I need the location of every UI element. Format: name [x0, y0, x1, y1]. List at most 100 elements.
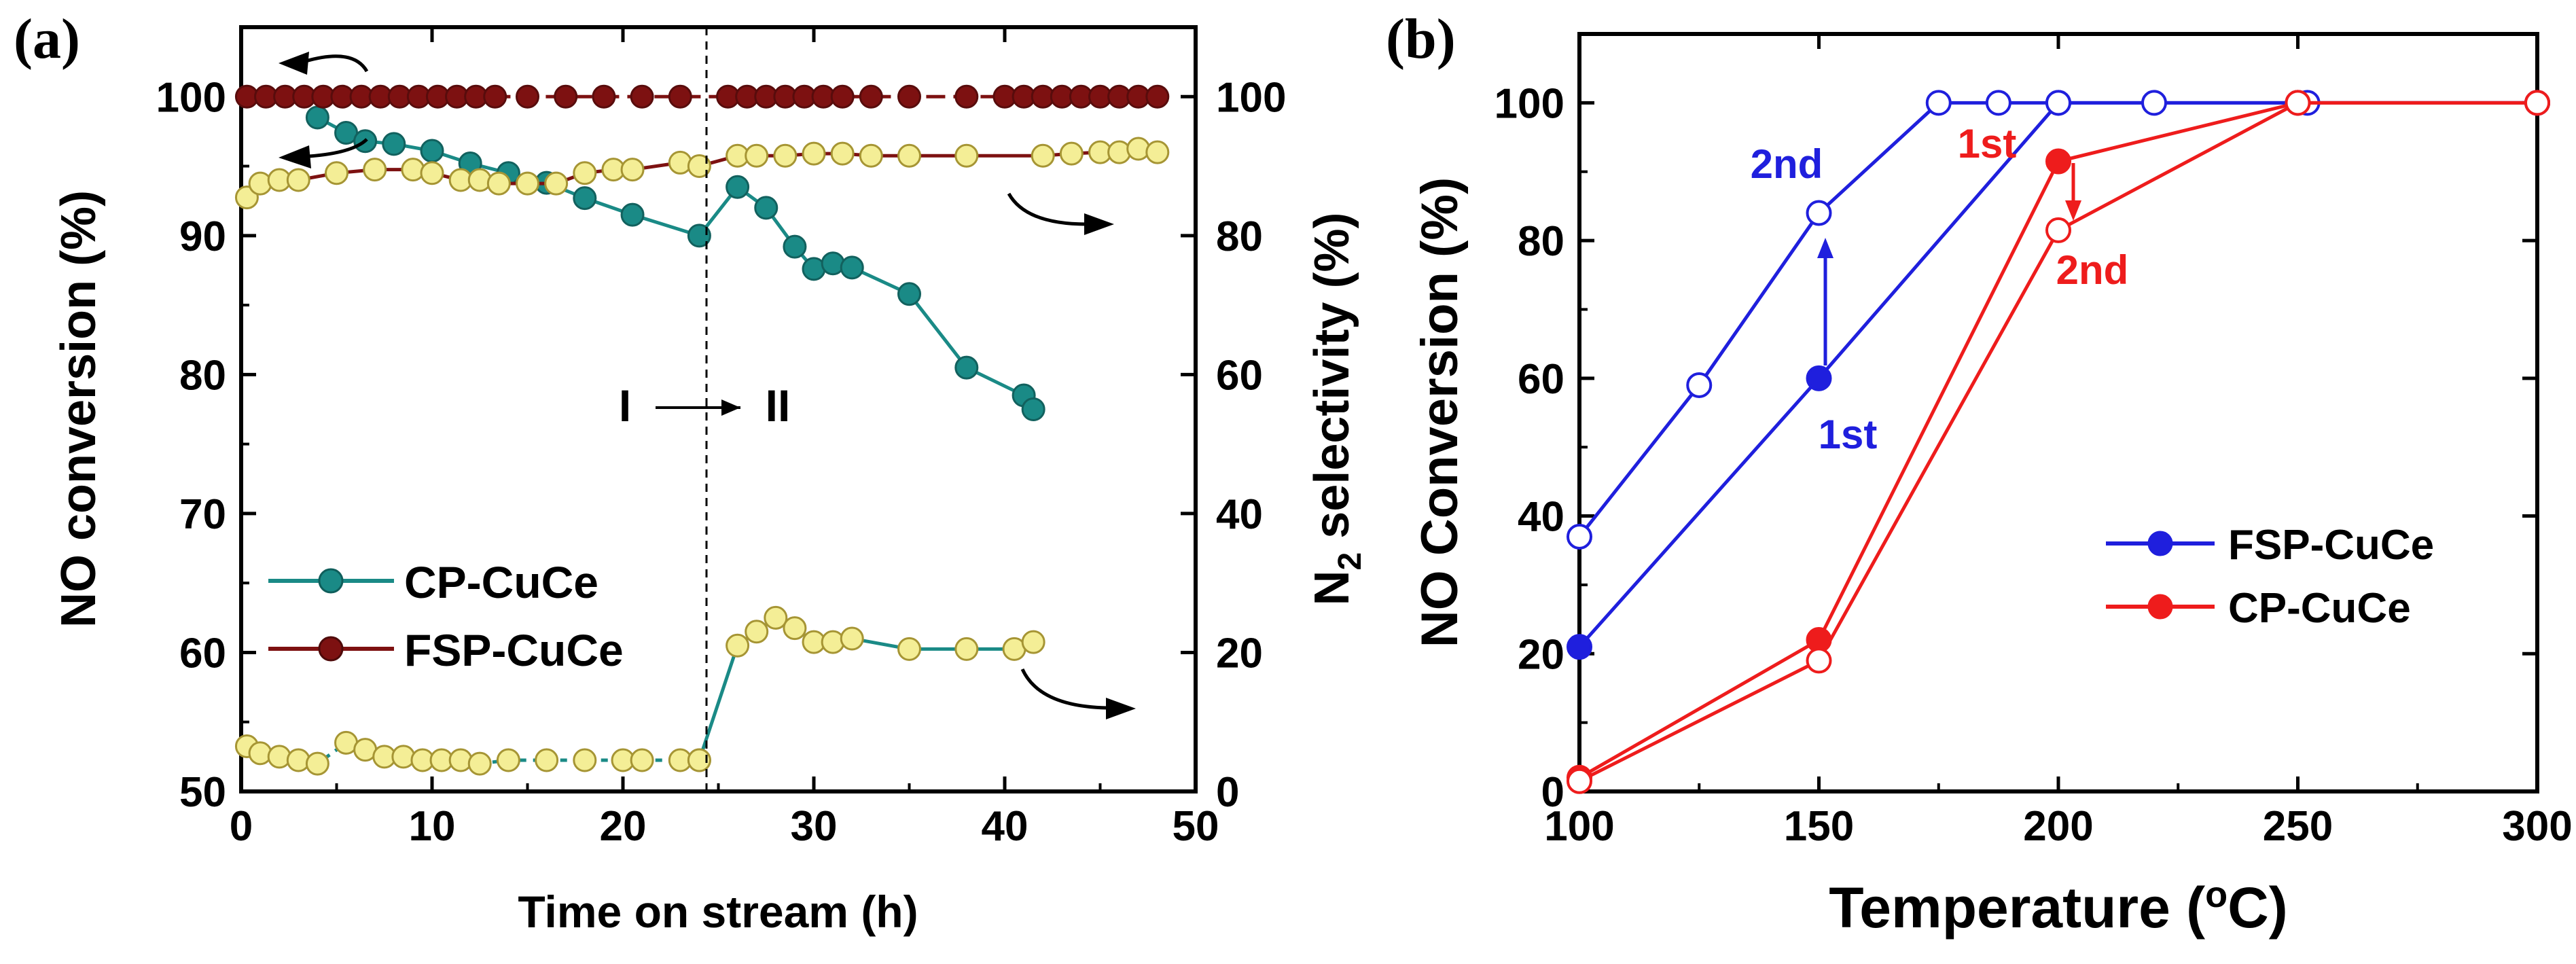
- data-point-a: [486, 171, 511, 196]
- data-point-a: [1126, 137, 1151, 161]
- y-tick-label-b: 40: [1518, 494, 1564, 541]
- data-point-a: [1107, 140, 1132, 164]
- x-tick-label-b: 300: [2502, 803, 2572, 850]
- data-point-a: [630, 84, 654, 109]
- x-tick-label-a: 20: [600, 803, 647, 850]
- y2-tick-label-a: 60: [1216, 352, 1263, 399]
- data-point-a: [773, 143, 798, 168]
- legend-label-cp-b: CP-CuCe: [2228, 585, 2411, 632]
- data-point-a: [897, 282, 921, 306]
- legend-label-cp: CP-CuCe: [404, 557, 598, 607]
- data-point-a: [363, 158, 387, 182]
- data-point-a: [859, 84, 883, 109]
- y-tick-label-a: 70: [179, 491, 226, 538]
- fsp-2nd-label: 2nd: [1751, 141, 1823, 187]
- y2-tick-label-a: 100: [1216, 74, 1286, 121]
- data-point-a: [286, 168, 310, 192]
- panel-a-ticks: 0 10 20 30 40 50 50 60 70 80 90 100 0 20 40 60 80 100: [156, 26, 1286, 850]
- data-point-a: [745, 620, 769, 644]
- data-point-a: [620, 158, 645, 182]
- panel-b-legend: FSP-CuCe CP-CuCe: [2106, 522, 2434, 632]
- data-point-a: [267, 745, 291, 769]
- x-tick-label-a: 30: [791, 803, 838, 850]
- right-axis-arrow-lower-head: [1106, 698, 1136, 719]
- panel-a-y2label: N2 selectivity (%): [1305, 213, 1368, 606]
- panel-a-legend: CP-CuCe FSP-CuCe: [268, 557, 624, 675]
- data-point-a: [516, 171, 539, 196]
- data-point-a: [783, 234, 807, 259]
- data-point-a: [535, 748, 559, 772]
- data-point-b: [2045, 217, 2071, 243]
- x-tick-label-b: 200: [2023, 803, 2093, 850]
- y2-tick-label-a: 20: [1216, 630, 1263, 677]
- data-point-a: [745, 143, 769, 168]
- data-point-b: [2285, 90, 2311, 116]
- right-axis-arrow-upper: [1007, 192, 1088, 226]
- data-point-a: [305, 751, 329, 776]
- data-point-a: [954, 637, 979, 661]
- data-point-a: [859, 143, 883, 168]
- data-point-a: [325, 161, 348, 185]
- legend-marker-fsp-b: [2147, 531, 2173, 556]
- data-point-a: [687, 224, 711, 248]
- data-point-a: [401, 158, 425, 182]
- data-point-a: [687, 748, 711, 772]
- legend-marker-cp: [318, 568, 344, 594]
- data-point-a: [382, 132, 406, 156]
- y-tick-label-b: 60: [1518, 356, 1564, 403]
- data-point-a: [573, 748, 597, 772]
- y2-tick-label-a: 80: [1216, 213, 1263, 260]
- data-point-a: [305, 105, 329, 130]
- panel-a-ylabel: NO conversion (%): [52, 190, 106, 628]
- data-point-a: [1021, 630, 1045, 654]
- legend-marker-cp-b: [2147, 594, 2173, 620]
- y-tick-label-a: 80: [179, 352, 226, 399]
- data-point-a: [764, 605, 788, 630]
- x-tick-label-a: 40: [982, 803, 1028, 850]
- data-point-a: [467, 168, 492, 192]
- panel-b-xlabel: Temperature (oC): [1829, 874, 2288, 940]
- data-point-a: [420, 139, 444, 163]
- data-point-a: [840, 255, 864, 280]
- data-point-a: [802, 141, 826, 166]
- y-tick-label-b: 0: [1541, 769, 1564, 816]
- legend-marker-fsp: [318, 636, 344, 662]
- x-tick-label-b: 250: [2263, 803, 2333, 850]
- right-axis-arrow-lower: [1020, 668, 1108, 710]
- x-tick-label-a: 50: [1173, 803, 1219, 850]
- data-point-b: [1806, 365, 1832, 391]
- legend-label-fsp-b: FSP-CuCe: [2228, 522, 2434, 569]
- data-point-a: [630, 748, 654, 772]
- data-point-a: [726, 175, 750, 199]
- data-point-a: [483, 84, 507, 109]
- data-point-a: [1059, 141, 1084, 166]
- left-axis-arrow-mid: [308, 138, 368, 158]
- cp-1st-label: 1st: [1958, 121, 2017, 166]
- panel-a-tag: (a): [14, 7, 80, 71]
- left-axis-arrow-mid-head: [279, 145, 311, 168]
- x-tick-label-a: 10: [409, 803, 456, 850]
- left-axis-arrow-top-head: [279, 52, 309, 75]
- data-point-a: [821, 630, 845, 654]
- data-point-b: [1567, 634, 1592, 660]
- data-point-b: [1806, 200, 1832, 226]
- panel-b-tag: (b): [1386, 7, 1456, 71]
- y-tick-label-b: 20: [1518, 631, 1564, 678]
- data-point-a: [668, 150, 692, 175]
- y-tick-label-b: 80: [1518, 218, 1564, 265]
- data-point-a: [620, 202, 645, 227]
- data-point-b: [1686, 372, 1713, 398]
- stage-arrow-head: [721, 399, 740, 416]
- data-point-b: [1985, 90, 2011, 116]
- data-point-a: [821, 251, 845, 276]
- panel-b-frame: [1577, 32, 2539, 793]
- panel-a-xlabel: Time on stream (h): [518, 887, 918, 937]
- data-point-b: [1567, 523, 1592, 550]
- y-tick-label-b: 100: [1495, 80, 1564, 127]
- fsp-cycle-arrow-head: [1817, 238, 1833, 258]
- panel-b-ylabel: NO Conversion (%): [1411, 177, 1469, 648]
- panel-a-marks: [234, 84, 1170, 776]
- series-line-b: [1578, 101, 2537, 783]
